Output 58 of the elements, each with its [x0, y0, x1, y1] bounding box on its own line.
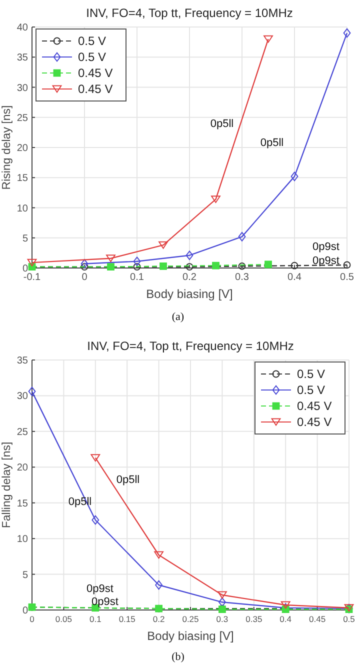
- y-axis-title: Rising delay [ns]: [1, 105, 13, 190]
- legend-label: 0.5 V: [78, 50, 106, 64]
- y-tick-label: 5: [22, 233, 28, 244]
- annotation: 0p9st: [86, 583, 114, 595]
- x-tick-label: 0.45: [309, 614, 326, 624]
- y-axis-title: Falling delay [ns]: [1, 442, 13, 528]
- y-tick-label: 25: [16, 112, 28, 124]
- y-tick-label: 15: [16, 173, 28, 184]
- y-tick-label: 20: [16, 143, 28, 154]
- y-tick-label: 40: [16, 22, 28, 34]
- y-tick-label: 10: [16, 203, 28, 214]
- y-tick-label: 30: [16, 82, 28, 94]
- text: (b): [172, 651, 185, 663]
- text: (a): [172, 311, 184, 323]
- x-tick-label: 0.35: [246, 614, 262, 624]
- legend-label: 0.5 V: [78, 34, 106, 48]
- y-tick-label: 25: [16, 426, 28, 438]
- annotation: 0p9st: [92, 596, 118, 608]
- legend-label: 0.45 V: [78, 66, 113, 80]
- chart-title: INV, FO=4, Top tt, Frequency = 10MHz: [87, 339, 294, 353]
- chart-title: INV, FO=4, Top tt, Frequency = 10MHz: [86, 6, 293, 20]
- x-tick-label: -0.1: [23, 272, 42, 283]
- y-tick-label: 10: [16, 534, 28, 546]
- x-axis-title: Body biasing [V]: [146, 287, 233, 301]
- legend-label: 0.45 V: [297, 415, 332, 429]
- annotation: 0p9st: [312, 255, 340, 267]
- legend-label: 0.45 V: [297, 399, 332, 413]
- y-tick-label: 30: [16, 391, 28, 402]
- x-tick-label: 0.2: [152, 614, 165, 624]
- x-tick-label: 0.4: [280, 614, 292, 624]
- annotation: 0p5ll: [260, 137, 284, 149]
- x-tick-label: 0.4: [288, 272, 302, 283]
- x-tick-label: 0.1: [130, 272, 144, 283]
- x-tick-label: 0.05: [55, 614, 72, 624]
- x-tick-label: 0: [82, 272, 88, 283]
- y-tick-label: 15: [16, 498, 28, 510]
- x-tick-label: 0.5: [343, 614, 356, 624]
- x-tick-label: 0.5: [340, 272, 354, 283]
- x-tick-label: 0.25: [182, 614, 200, 624]
- x-tick-label: 0.3: [235, 272, 250, 283]
- x-axis-title: Body biasing [V]: [147, 629, 234, 643]
- x-tick-label: 0.1: [89, 614, 102, 624]
- y-tick-label: 35: [16, 52, 28, 64]
- y-tick-label: 20: [16, 462, 28, 474]
- y-tick-label: 0: [22, 264, 28, 274]
- legend-label: 0.45 V: [78, 82, 113, 96]
- x-tick-label: 0: [30, 614, 35, 624]
- annotation: 0p5ll: [116, 474, 140, 486]
- y-tick-label: 35: [16, 356, 28, 366]
- x-tick-label: 0.15: [118, 614, 136, 624]
- x-tick-label: 0.2: [182, 272, 197, 283]
- legend-label: 0.5 V: [297, 383, 326, 397]
- x-tick-label: 0.3: [216, 614, 228, 624]
- annotation: 0p5ll: [210, 118, 234, 130]
- annotation: 0p9st: [312, 241, 340, 253]
- y-tick-label: 5: [22, 570, 28, 581]
- legend-label: 0.5 V: [297, 367, 326, 381]
- y-tick-label: 0: [22, 606, 28, 616]
